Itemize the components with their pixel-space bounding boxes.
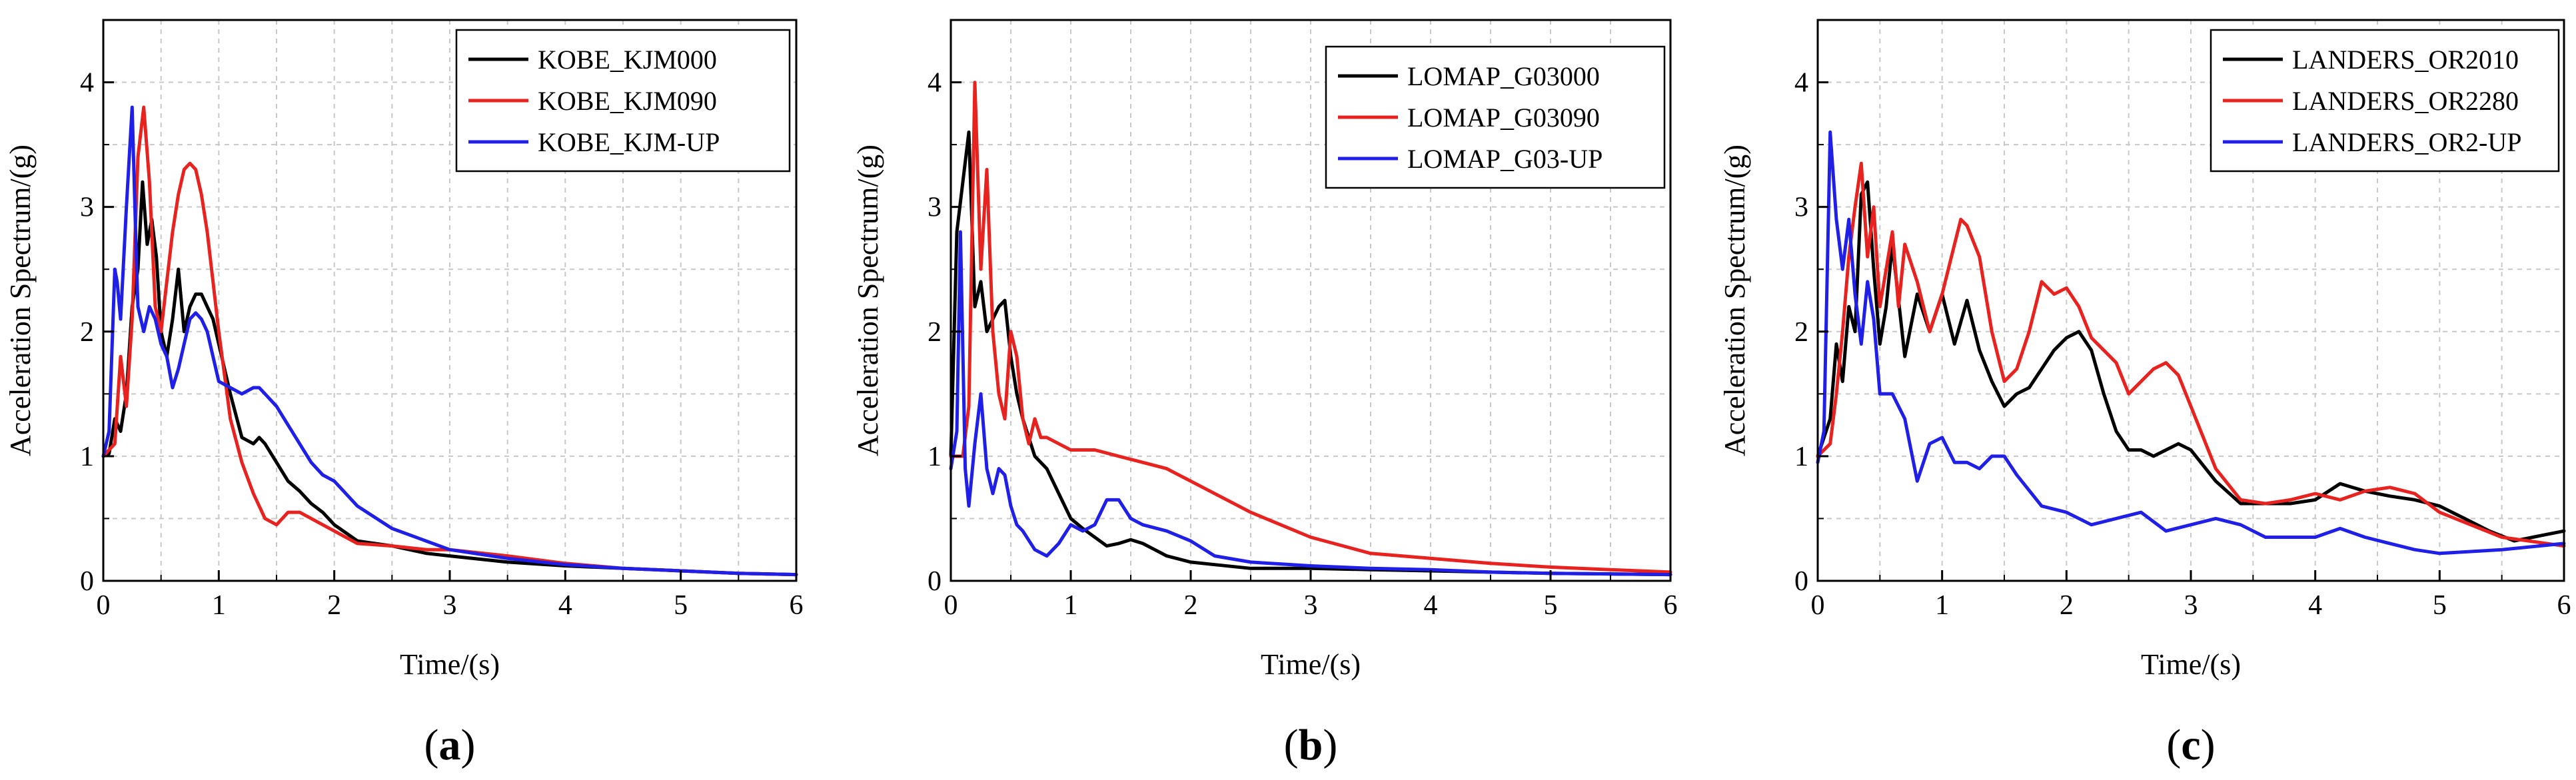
x-tick-label: 4 [2308, 590, 2322, 621]
y-tick-label: 1 [80, 442, 94, 472]
legend-b: LOMAP_G03000 LOMAP_G03090 LOMAP_G03-UP [1325, 45, 1666, 189]
panel-letter-b: b [1299, 721, 1323, 769]
x-tick-label: 2 [2060, 590, 2074, 621]
series-line-lomap-g03000 [949, 130, 1672, 577]
y-axis-title-c: Acceleration Spectrum/(g) [1718, 145, 1751, 456]
x-tick-label: 0 [944, 590, 958, 621]
series-line-kobe-kjm-up [101, 105, 798, 577]
legend-label-landers-or2280: LANDERS_OR2280 [2292, 86, 2519, 116]
x-tick-label: 3 [2184, 590, 2198, 621]
y-tick-label: 4 [928, 68, 942, 99]
y-tick-label: 2 [80, 317, 94, 348]
x-tick-label: 1 [1935, 590, 1949, 621]
ticks-a: 0 1 2 3 4 5 6 0 1 2 3 4 [80, 68, 804, 621]
x-tick-label: 6 [790, 590, 804, 621]
panel-letter-a: a [439, 721, 461, 769]
series-group-b [949, 81, 1672, 577]
panel-label-b: (b) [1284, 721, 1338, 769]
y-tick-label: 0 [1794, 566, 1808, 597]
y-tick-label: 0 [928, 566, 942, 597]
x-tick-label: 2 [1184, 590, 1198, 621]
y-tick-label: 3 [80, 193, 94, 223]
legend-label-landers-or2010: LANDERS_OR2010 [2292, 45, 2519, 75]
series-line-landers-or2280 [1816, 161, 2566, 548]
x-tick-label: 6 [1664, 590, 1678, 621]
y-tick-label: 2 [1794, 317, 1808, 348]
y-tick-label: 1 [1794, 442, 1808, 472]
legend-label-lomap-g03000: LOMAP_G03000 [1407, 61, 1600, 91]
ticks-b: 0 1 2 3 4 5 6 0 1 2 3 4 [928, 68, 1678, 621]
y-tick-label: 1 [928, 442, 942, 472]
x-axis-title-b: Time/(s) [1261, 648, 1361, 681]
legend-label-lomap-g03-up: LOMAP_G03-UP [1407, 144, 1603, 174]
x-tick-label: 3 [443, 590, 457, 621]
x-axis-title-c: Time/(s) [2141, 648, 2241, 681]
y-axis-title-a: Acceleration Spectrum/(g) [4, 145, 37, 456]
panel-c: 0 1 2 3 4 5 6 0 1 2 3 4 Time/(s) Acceleration Spect… [1718, 19, 2571, 769]
series-line-lomap-g03-up [949, 230, 1672, 577]
legend-label-lomap-g03090: LOMAP_G03090 [1407, 103, 1600, 133]
legend-label-kobe-kjm090: KOBE_KJM090 [538, 86, 717, 116]
x-tick-label: 5 [1544, 590, 1558, 621]
legend-c: LANDERS_OR2010 LANDERS_OR2280 LANDERS_OR2-… [2210, 29, 2560, 173]
y-tick-label: 3 [1794, 193, 1808, 223]
series-line-landers-or2010 [1816, 180, 2566, 543]
panel-a: 0 1 2 3 4 5 6 0 1 2 3 4 Time/(s) Acceleration Spect… [4, 19, 804, 769]
x-tick-label: 1 [1064, 590, 1078, 621]
y-tick-label: 2 [928, 317, 942, 348]
y-tick-label: 4 [80, 68, 94, 99]
y-axis-title-b: Acceleration Spectrum/(g) [852, 145, 884, 456]
panel-label-c: (c) [2166, 721, 2215, 769]
y-tick-label: 3 [928, 193, 942, 223]
series-line-lomap-g03090 [949, 81, 1672, 574]
x-tick-label: 4 [1424, 590, 1438, 621]
x-tick-label: 6 [2557, 590, 2571, 621]
panel-letter-c: c [2181, 721, 2200, 769]
series-group-a [101, 105, 798, 577]
x-tick-label: 5 [674, 590, 688, 621]
y-tick-label: 4 [1794, 68, 1808, 99]
y-tick-label: 0 [80, 566, 94, 597]
legend-a: KOBE_KJM000 KOBE_KJM090 KOBE_KJM-UP [455, 29, 791, 173]
x-tick-label: 0 [1811, 590, 1825, 621]
x-tick-label: 1 [212, 590, 226, 621]
series-group-c [1816, 130, 2566, 556]
series-line-landers-or2-up [1816, 130, 2566, 556]
ticks-c: 0 1 2 3 4 5 6 0 1 2 3 4 [1794, 68, 2571, 621]
panel-label-a: (a) [424, 721, 476, 769]
legend-label-kobe-kjm000: KOBE_KJM000 [538, 45, 717, 75]
x-tick-label: 3 [1304, 590, 1318, 621]
x-tick-label: 2 [327, 590, 341, 621]
x-tick-label: 4 [558, 590, 572, 621]
series-line-kobe-kjm090 [101, 105, 798, 577]
panel-b: 0 1 2 3 4 5 6 0 1 2 3 4 Time/(s) Acceleration Spect… [852, 19, 1678, 769]
x-axis-title-a: Time/(s) [400, 648, 500, 681]
x-tick-label: 0 [97, 590, 111, 621]
x-tick-label: 5 [2433, 590, 2447, 621]
legend-label-kobe-kjm-up: KOBE_KJM-UP [538, 127, 720, 157]
legend-label-landers-or2-up: LANDERS_OR2-UP [2292, 127, 2521, 157]
